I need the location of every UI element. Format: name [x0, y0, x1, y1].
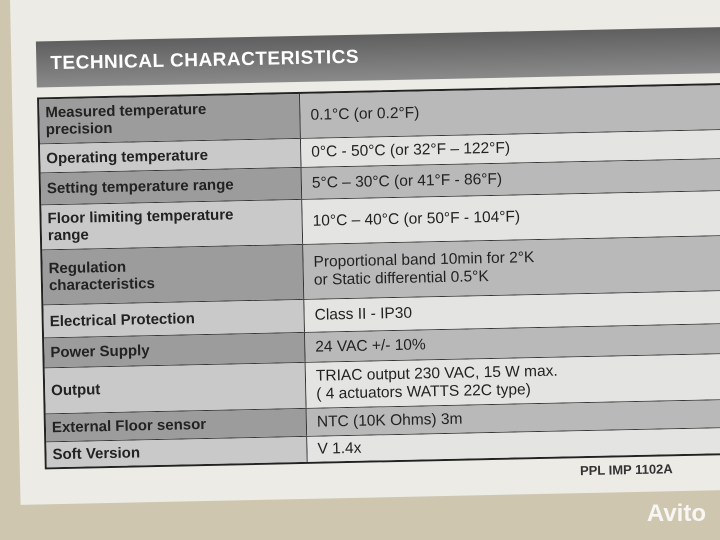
label-cell: Floor limiting temperature range [41, 199, 304, 250]
paper: TECHNICAL CHARACTERISTICS Measured tempe… [10, 0, 720, 505]
label-cell: External Floor sensor [45, 408, 308, 442]
cell-line: 24 VAC +/- 10% [315, 335, 426, 356]
cell-line: NTC (10K Ohms) 3m [316, 410, 463, 431]
cell-line: 10°C – 40°C (or 50°F - 104°F) [312, 208, 521, 230]
cell-line: Power Supply [50, 342, 150, 362]
reference: PPL IMP 1102A [579, 461, 673, 479]
value-cell: Proportional band 10min for 2°K or Static… [303, 236, 720, 299]
label-cell: Operating temperature [40, 138, 302, 173]
cell-line: V 1.4x [317, 439, 362, 458]
label-cell: Setting temperature range [40, 167, 303, 205]
label-cell: Measured temperature precision [39, 93, 301, 144]
label-cell: Regulation characteristics [42, 244, 305, 305]
cell-line: Class II - IP30 [314, 304, 413, 324]
cell-line: 0.1°C (or 0.2°F) [310, 104, 420, 124]
label-cell: Power Supply [44, 332, 306, 368]
cell-line: 5°C – 30°C (or 41°F - 86°F) [311, 170, 503, 192]
header-bar: TECHNICAL CHARACTERISTICS [35, 27, 720, 88]
label-cell: Output [44, 362, 307, 414]
value-cell: TRIAC output 230 VAC, 15 W max.( 4 actua… [305, 354, 720, 408]
cell-line: External Floor sensor [51, 415, 207, 437]
value-cell: 0.1°C (or 0.2°F) [300, 85, 720, 138]
label-cell: Soft Version [46, 436, 308, 468]
cell-line: Electrical Protection [49, 309, 195, 330]
cell-line: Setting temperature range [46, 176, 234, 198]
watermark: Avito [646, 500, 706, 527]
label-cell: Electrical Protection [43, 299, 306, 338]
cell-line: Output [51, 381, 101, 400]
cell-line: Operating temperature [46, 146, 209, 167]
cell-line: 0°C - 50°C (or 32°F – 122°F) [311, 139, 511, 161]
title: TECHNICAL CHARACTERISTICS [50, 46, 360, 75]
cell-line: Soft Version [52, 444, 141, 464]
value-cell: 10°C – 40°C (or 50°F - 104°F) [302, 191, 720, 244]
table: Measured temperature precision 0.1°C (or 0… [37, 83, 720, 470]
